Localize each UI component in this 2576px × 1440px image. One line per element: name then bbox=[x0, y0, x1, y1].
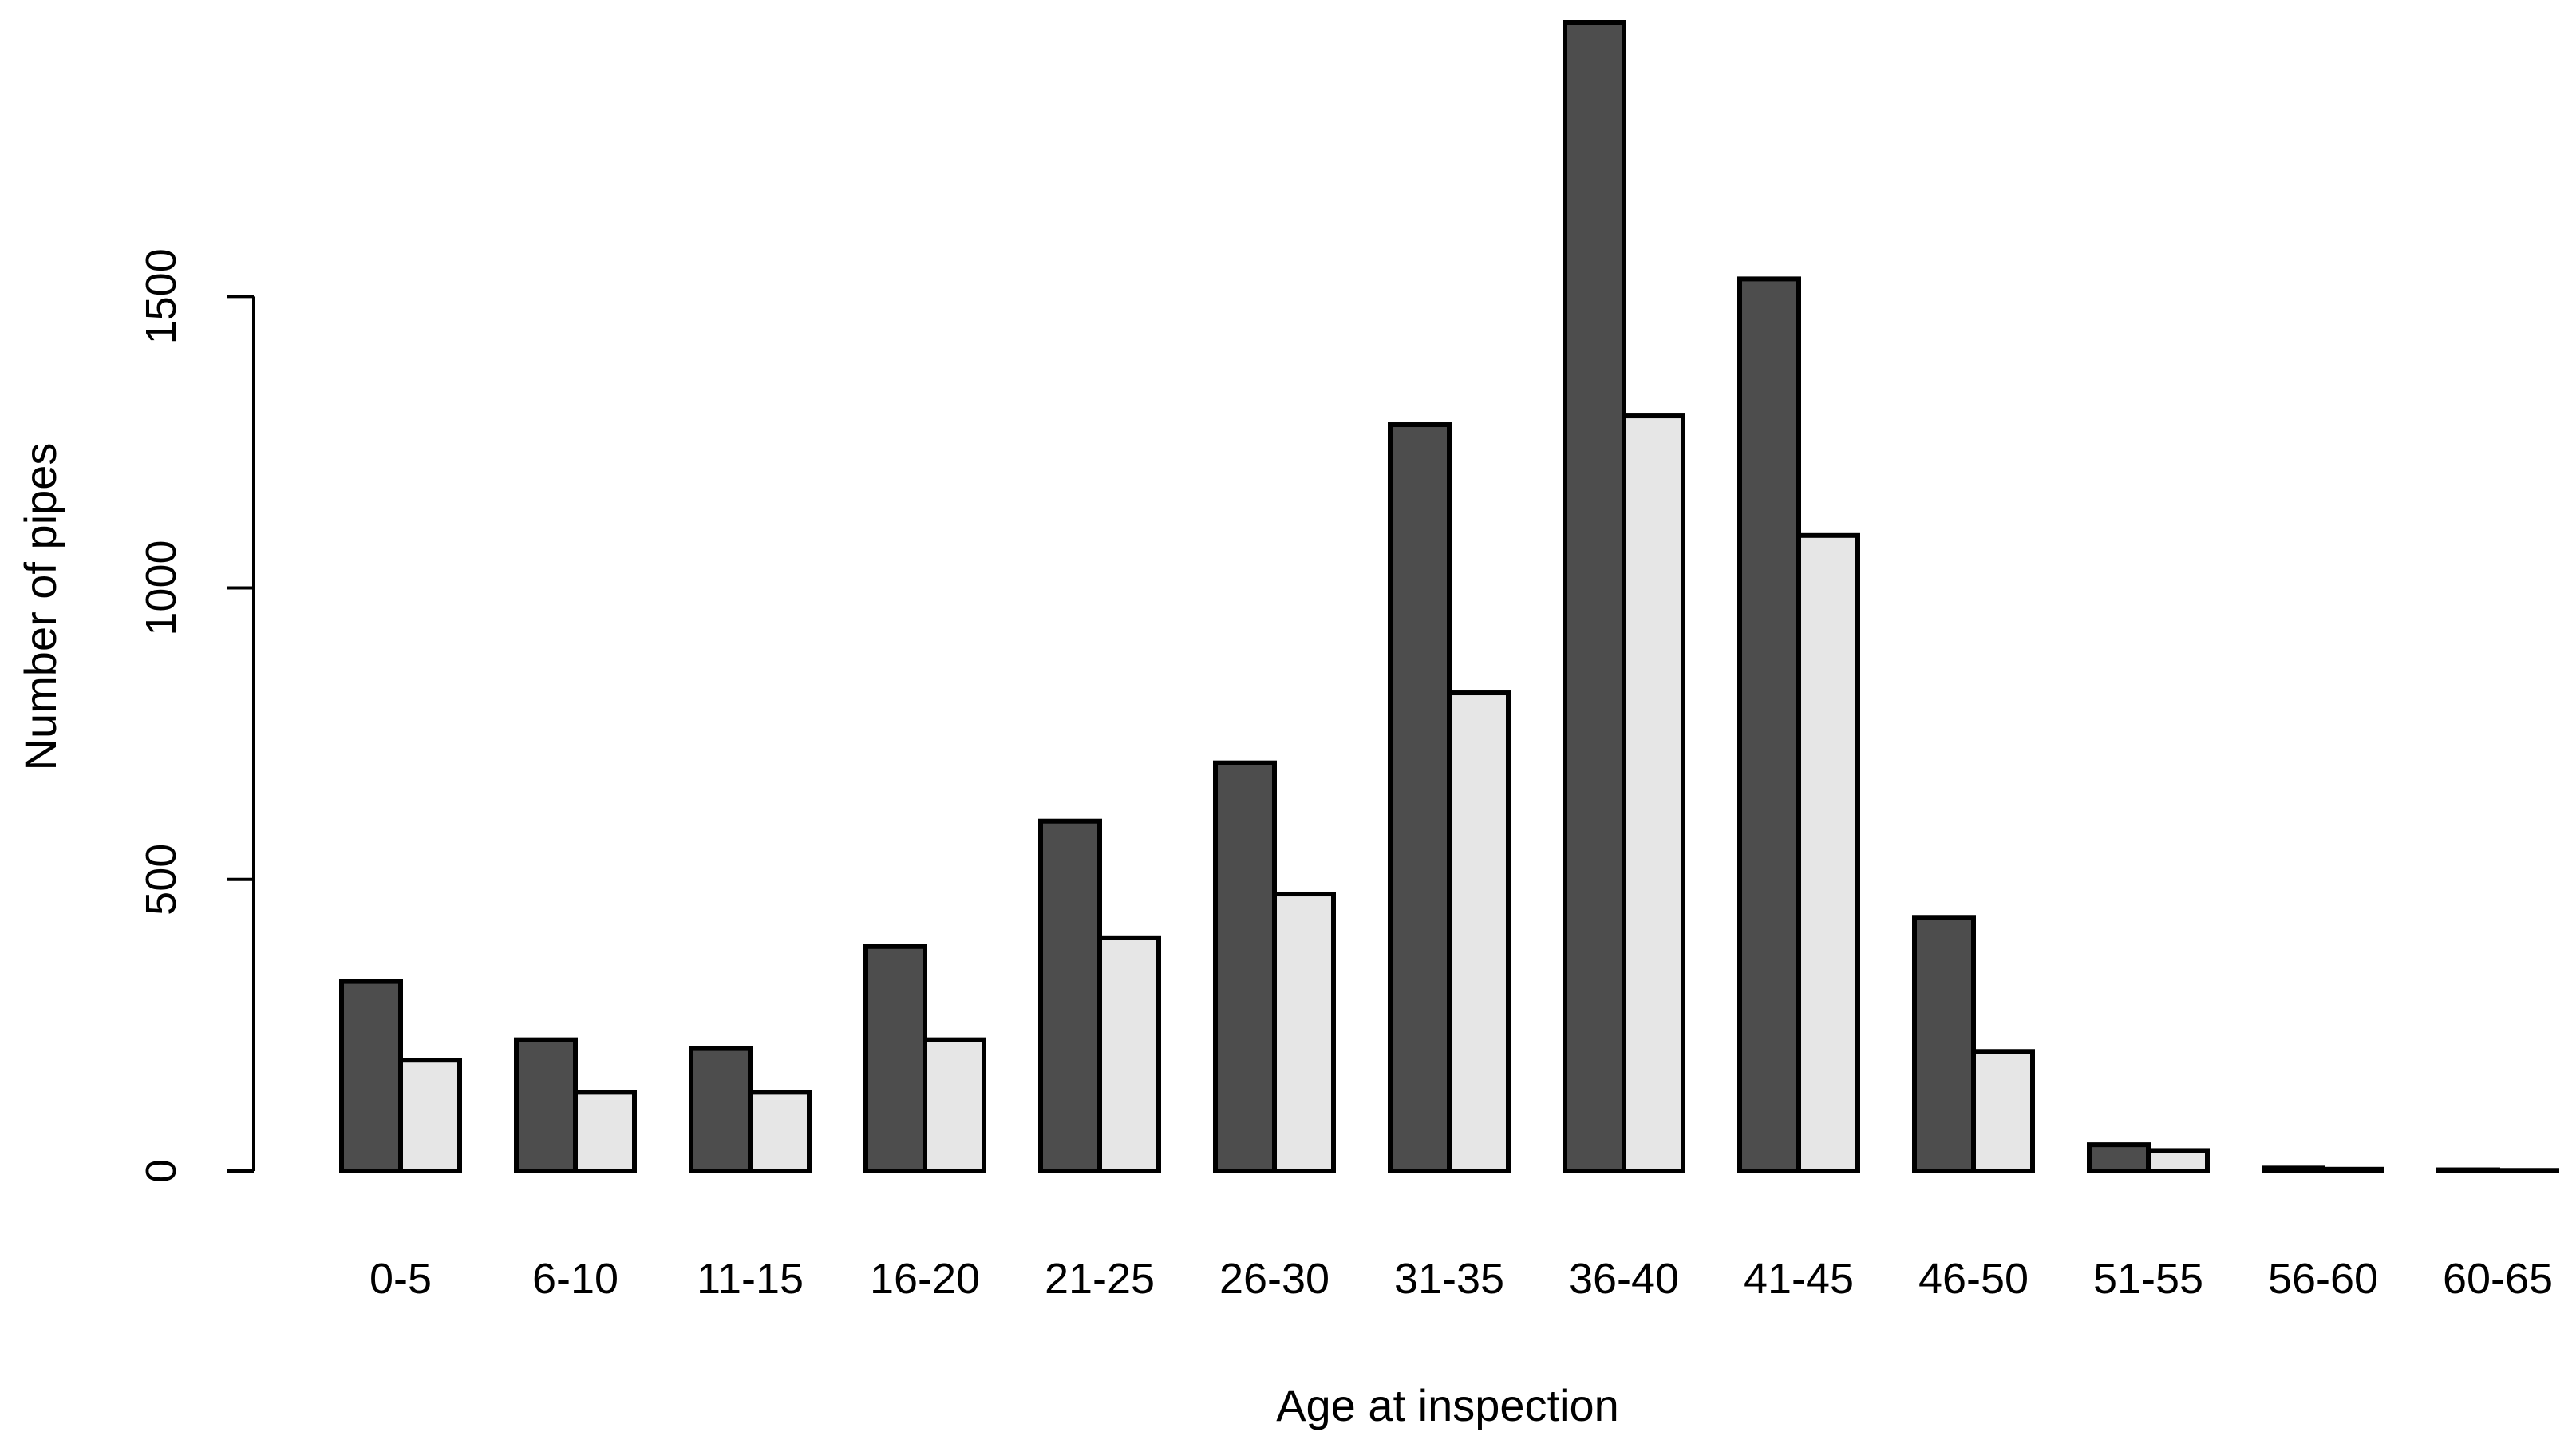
y-tick-label: 500 bbox=[137, 844, 185, 916]
y-tick-label: 1000 bbox=[137, 540, 185, 635]
x-tick-label: 26-30 bbox=[1219, 1255, 1329, 1303]
bar-series-1-41-45 bbox=[1737, 276, 1801, 1173]
bar-series-2-11-15 bbox=[748, 1090, 812, 1173]
bars bbox=[339, 20, 2559, 1174]
bar-series-2-6-10 bbox=[573, 1090, 637, 1173]
bar-series-2-21-25 bbox=[1097, 935, 1161, 1173]
bar-series-1-46-50 bbox=[1912, 915, 1976, 1173]
x-tick-label: 41-45 bbox=[1744, 1255, 1854, 1303]
bar-series-2-56-60 bbox=[2321, 1166, 2384, 1173]
bar-series-1-11-15 bbox=[689, 1046, 753, 1173]
bar-series-2-31-35 bbox=[1447, 690, 1511, 1173]
bar-series-2-51-55 bbox=[2146, 1148, 2210, 1173]
bar-series-2-36-40 bbox=[1622, 413, 1685, 1173]
y-tick-label: 0 bbox=[137, 1159, 185, 1183]
bar-series-1-0-5 bbox=[339, 979, 403, 1174]
x-tick-label: 56-60 bbox=[2268, 1255, 2378, 1303]
x-axis-title: Age at inspection bbox=[1276, 1380, 1619, 1430]
x-tick-label: 21-25 bbox=[1045, 1255, 1155, 1303]
x-tick-label: 31-35 bbox=[1394, 1255, 1504, 1303]
bar-series-1-21-25 bbox=[1038, 818, 1102, 1173]
y-axis: 0 500 1000 1500 bbox=[137, 248, 255, 1183]
bar-series-1-26-30 bbox=[1213, 760, 1277, 1173]
bar-series-1-56-60 bbox=[2262, 1165, 2325, 1173]
bar-series-1-16-20 bbox=[863, 944, 927, 1174]
x-tick-label: 36-40 bbox=[1569, 1255, 1679, 1303]
x-tick-label: 11-15 bbox=[697, 1255, 804, 1303]
bar-series-1-60-65 bbox=[2436, 1167, 2500, 1173]
x-tick-label: 46-50 bbox=[1918, 1255, 2029, 1303]
y-ticks: 0 500 1000 1500 bbox=[137, 248, 254, 1183]
bar-series-2-16-20 bbox=[923, 1037, 986, 1174]
bar-series-2-0-5 bbox=[398, 1058, 462, 1174]
bar-series-2-46-50 bbox=[1971, 1049, 2035, 1173]
x-tick-label: 6-10 bbox=[532, 1255, 618, 1303]
x-tick-label: 60-65 bbox=[2443, 1255, 2553, 1303]
bar-series-1-36-40 bbox=[1563, 20, 1626, 1173]
bar-series-1-6-10 bbox=[514, 1037, 578, 1174]
bar-series-1-51-55 bbox=[2087, 1142, 2151, 1173]
x-tick-labels: 0-5 6-10 11-15 16-20 21-25 26-30 31-35 36-40 41-… bbox=[369, 1255, 2553, 1303]
bar-series-1-31-35 bbox=[1388, 422, 1452, 1173]
bar-series-2-26-30 bbox=[1272, 892, 1336, 1173]
y-tick-label: 1500 bbox=[137, 248, 185, 344]
bar-series-2-41-45 bbox=[1796, 532, 1860, 1173]
x-tick-label: 16-20 bbox=[870, 1255, 980, 1303]
y-axis-title: Number of pipes bbox=[15, 443, 65, 771]
bar-series-2-60-65 bbox=[2495, 1168, 2559, 1173]
x-tick-label: 51-55 bbox=[2093, 1255, 2203, 1303]
x-tick-label: 0-5 bbox=[369, 1255, 432, 1303]
